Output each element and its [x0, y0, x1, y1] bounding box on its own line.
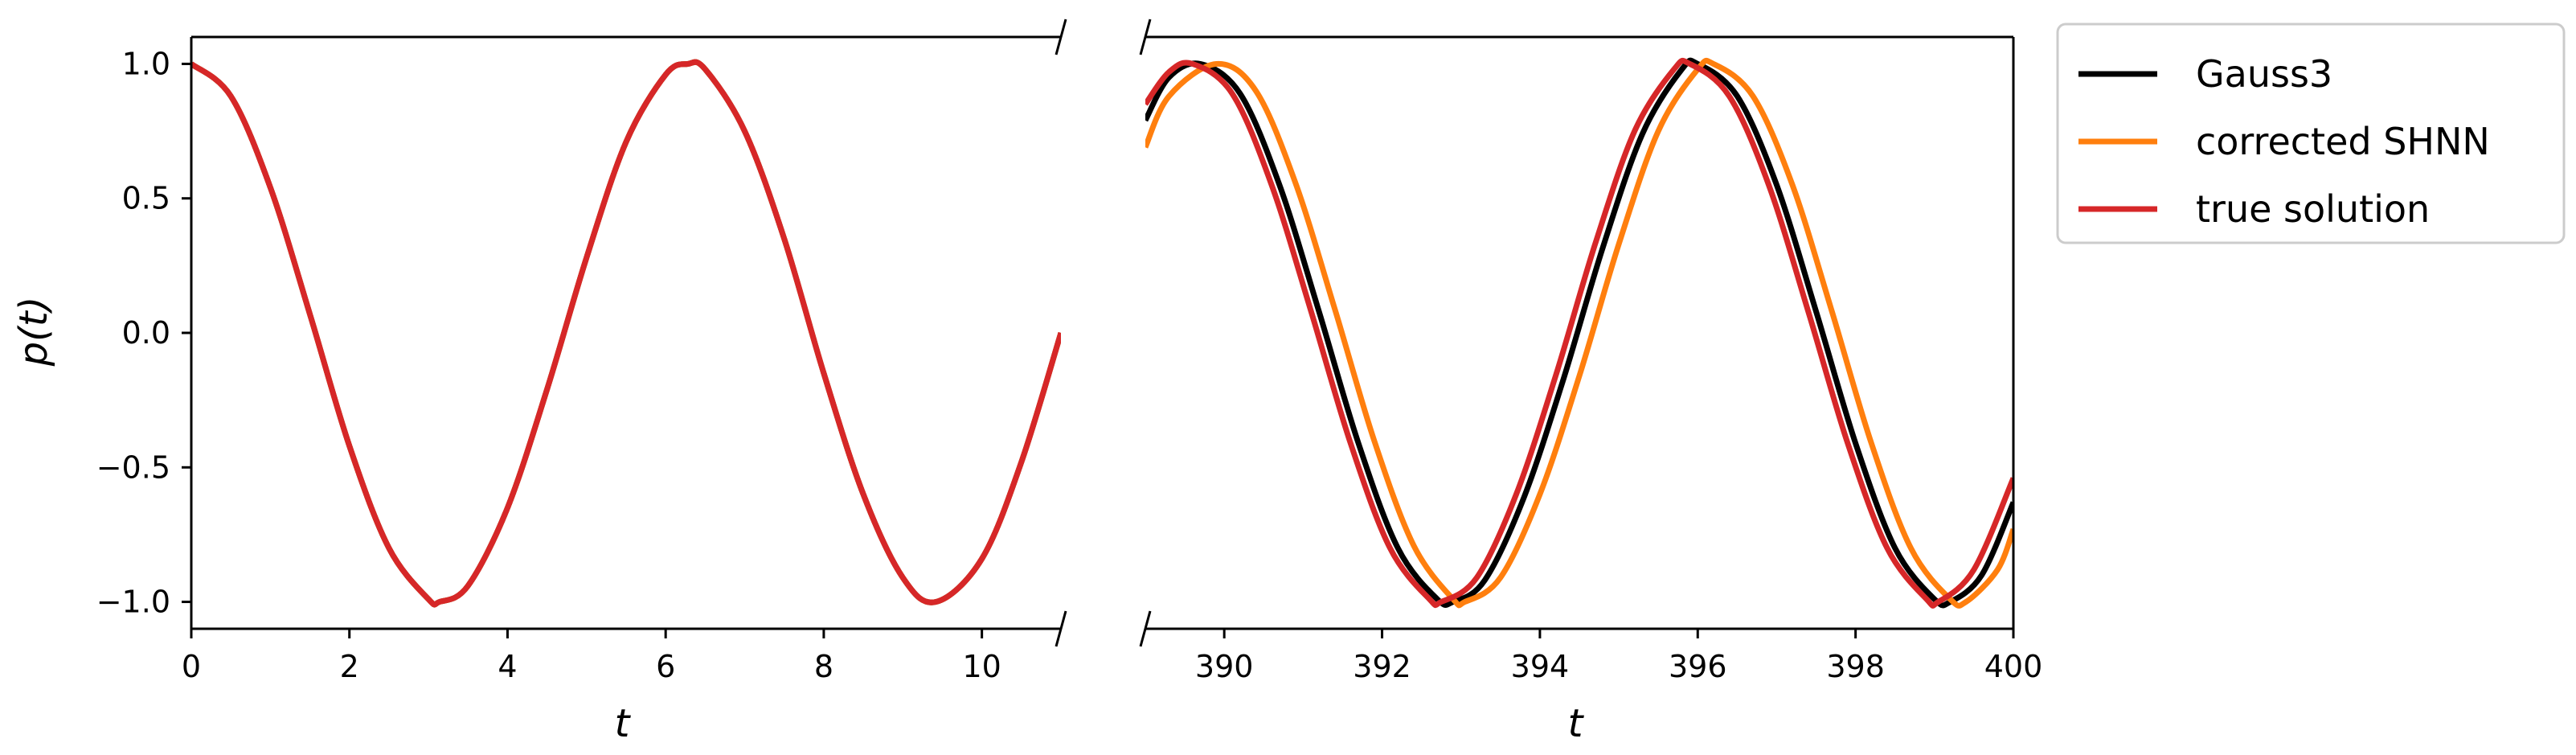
y-tick-label: 0.0 [122, 315, 170, 351]
chart-plot-area: 0 2 4 6 8 10 390 392 394 396 398 400 −1.0 −0.5 0.0 0.5 1… [96, 18, 2566, 684]
x-tick-label: 398 [1826, 649, 1885, 684]
x-tick-label: 396 [1669, 649, 1727, 684]
axis-break-mark [1055, 18, 1067, 55]
axis-break-mark [1139, 18, 1152, 55]
series-line-2-panel-0 [191, 59, 1061, 608]
series-group-panel-1 [1145, 57, 2013, 609]
y-tick-label: −0.5 [96, 449, 170, 485]
legend-box [2056, 23, 2566, 244]
legend-label-2: true solution [2196, 187, 2430, 231]
series-line-2-panel-1 [1145, 57, 2013, 609]
series-line-0-panel-1 [1145, 57, 2013, 609]
y-axis-label: p(t) [11, 297, 56, 367]
axis-break-mark [1139, 610, 1152, 647]
series-group-panel-0 [191, 59, 1061, 608]
x-tick-label: 394 [1511, 649, 1570, 684]
x-tick-label: 392 [1353, 649, 1411, 684]
x-tick-label: 4 [498, 649, 517, 684]
y-tick-label: 0.5 [122, 181, 170, 216]
axis-break-mark [1055, 610, 1067, 647]
x-tick-label: 390 [1195, 649, 1254, 684]
x-tick-label: 2 [340, 649, 359, 684]
legend-label-1: corrected SHNN [2196, 120, 2490, 163]
y-tick-label: −1.0 [96, 585, 170, 620]
x-axis-label-right: t [1568, 701, 1585, 746]
x-tick-label: 6 [656, 649, 675, 684]
x-tick-label: 400 [1984, 649, 2043, 684]
legend-label-0: Gauss3 [2196, 52, 2332, 96]
series-line-1-panel-1 [1145, 57, 2013, 609]
y-tick-label: 1.0 [122, 46, 170, 81]
x-axis-label-left: t [615, 701, 632, 746]
x-tick-label: 8 [814, 649, 833, 684]
x-tick-label: 10 [962, 649, 1001, 684]
x-tick-label: 0 [182, 649, 201, 684]
